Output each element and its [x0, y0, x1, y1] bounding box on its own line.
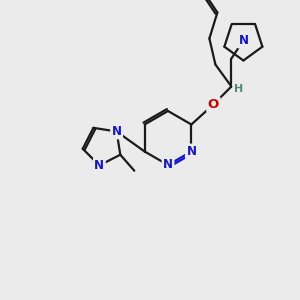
Text: N: N [163, 158, 173, 172]
Text: N: N [94, 159, 104, 172]
Text: N: N [238, 34, 248, 47]
Text: H: H [234, 83, 243, 94]
Text: O: O [208, 98, 219, 111]
Text: N: N [112, 125, 122, 138]
Text: N: N [186, 145, 197, 158]
